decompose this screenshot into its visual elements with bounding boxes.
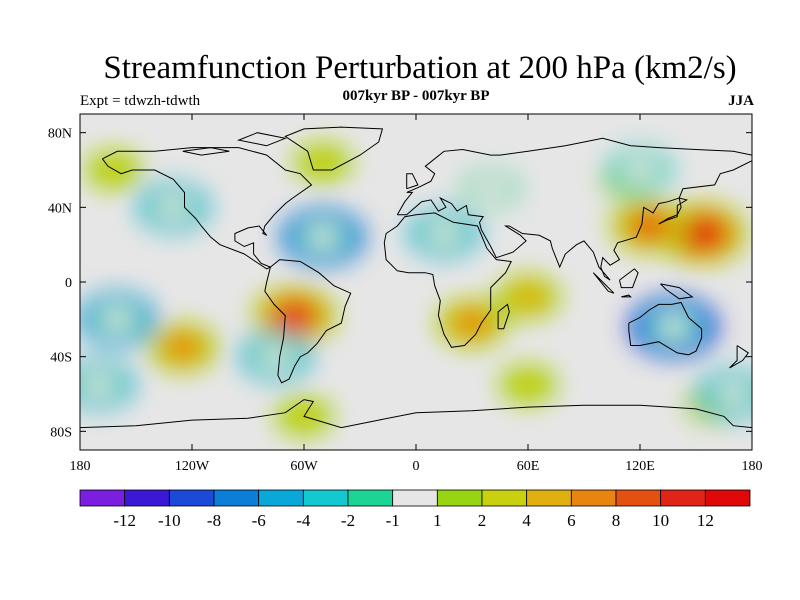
coastline-13 — [660, 283, 694, 300]
coastline-2 — [284, 126, 384, 171]
lon-tick-label: 120E — [625, 459, 655, 474]
field-contour-13-5 — [306, 225, 339, 249]
colorbar-label: 2 — [478, 511, 487, 530]
field-contour-20-3 — [716, 381, 751, 407]
coastline-1 — [264, 259, 352, 384]
streamfunction-field — [80, 142, 752, 437]
colorbar-label: -6 — [252, 511, 266, 530]
coastline-10 — [592, 272, 615, 294]
coastlines — [80, 126, 752, 429]
colorbar-label: 12 — [697, 511, 714, 530]
colorbar-label: 1 — [433, 511, 442, 530]
longitude-axis: 180 120W 60W 0 60E 120E 180 — [70, 114, 763, 474]
colorbar-label: -4 — [296, 511, 311, 530]
field-contour-5-2 — [509, 283, 547, 310]
colorbar-label: -10 — [158, 511, 181, 530]
coastline-5 — [628, 301, 703, 356]
colorbar-box — [258, 489, 304, 507]
field-contour-17-3 — [258, 344, 294, 369]
colorbar-box — [124, 489, 170, 507]
field-contour-18-2 — [621, 156, 659, 184]
lat-tick-label: 80N — [48, 127, 72, 142]
latitude-axis: 80N 40N 0 40S 80S — [48, 127, 752, 440]
coastline-9 — [658, 197, 688, 225]
lon-tick-label: 120W — [175, 459, 210, 474]
colorbar-box — [481, 489, 528, 507]
colorbar-box — [392, 489, 438, 507]
field-contour-21-3 — [81, 372, 116, 397]
colorbar-box — [213, 489, 260, 507]
colorbar-label: 6 — [567, 511, 576, 530]
lon-tick-label: 60W — [290, 459, 318, 474]
season-label: JJA — [728, 93, 754, 109]
field-contour-15-3 — [426, 221, 462, 246]
colorbar-label: -2 — [341, 511, 355, 530]
colorbar-box — [436, 489, 483, 507]
field-contour-6-1 — [507, 370, 549, 400]
coastline-14 — [729, 345, 750, 369]
colorbar-label: 8 — [612, 511, 621, 530]
colorbar-label: 10 — [652, 511, 669, 530]
plot-subtitle: 007kyr BP - 007kyr BP — [342, 88, 490, 104]
colorbar-box — [526, 489, 572, 507]
field-contour-19-1 — [469, 174, 512, 204]
coastline-15 — [236, 132, 288, 147]
colorbar-box — [570, 489, 617, 507]
lon-tick-label: 60E — [517, 459, 540, 474]
field-contour-4-3 — [165, 335, 200, 360]
field-contour-2-5 — [278, 304, 311, 327]
coastline-4 — [383, 212, 512, 348]
field-contour-3-3 — [454, 310, 490, 336]
coastline-3 — [396, 137, 752, 281]
field-contour-14-3 — [156, 195, 191, 220]
experiment-label: Expt = tdwzh-tdwth — [80, 93, 201, 109]
colorbar-box — [302, 489, 349, 507]
colorbar-box — [704, 489, 751, 507]
colorbar-label: -8 — [207, 511, 221, 530]
lat-tick-label: 0 — [65, 276, 72, 291]
coastline-16 — [182, 147, 230, 156]
coastline-11 — [621, 294, 632, 298]
field-contour-1-4 — [632, 214, 666, 238]
field-contour-16-4 — [100, 307, 134, 332]
colorbar-label: -1 — [386, 511, 400, 530]
plot-title: Streamfunction Perturbation at 200 hPa (… — [103, 50, 737, 86]
colorbar: -12 -10 -8 -6 -4 -2 -1 1 2 4 6 8 10 12 — [79, 489, 751, 530]
lon-tick-label: 180 — [70, 459, 91, 474]
lon-tick-label: 0 — [413, 459, 420, 474]
colorbar-box — [615, 489, 662, 507]
colorbar-label: 4 — [522, 511, 531, 530]
lon-tick-label: 180 — [742, 459, 763, 474]
colorbar-box — [168, 489, 215, 507]
colorbar-box — [79, 489, 126, 507]
lat-tick-label: 80S — [50, 425, 72, 440]
coastline-8 — [406, 173, 419, 190]
colorbar-box — [347, 489, 394, 507]
colorbar-box — [660, 489, 706, 507]
field-contour-12-6 — [658, 315, 690, 338]
colorbar-label: -12 — [113, 511, 136, 530]
coastline-0 — [101, 147, 313, 270]
lat-tick-label: 40N — [48, 201, 72, 216]
field-contour-0-6 — [686, 222, 718, 245]
coastline-12 — [619, 268, 639, 289]
coastline-6 — [80, 399, 752, 429]
coastline-7 — [497, 303, 510, 330]
lat-tick-label: 40S — [50, 351, 72, 366]
